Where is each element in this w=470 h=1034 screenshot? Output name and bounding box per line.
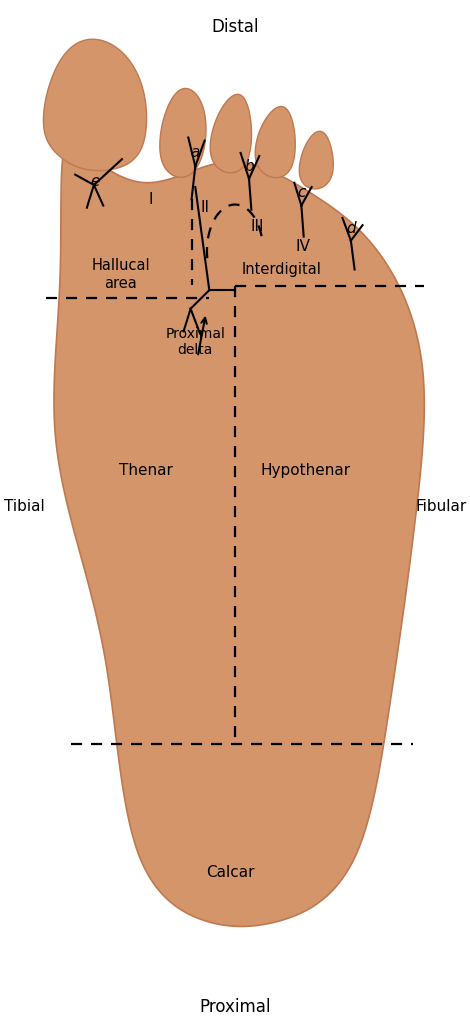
Text: b: b <box>244 159 254 174</box>
Polygon shape <box>43 39 147 171</box>
Text: Proximal
delta: Proximal delta <box>165 327 225 357</box>
Text: III: III <box>251 219 264 234</box>
Text: Interdigital: Interdigital <box>242 262 321 277</box>
Polygon shape <box>160 89 206 177</box>
Polygon shape <box>54 144 424 926</box>
Text: IV: IV <box>295 239 310 254</box>
Polygon shape <box>299 131 333 189</box>
Text: Hypothenar: Hypothenar <box>260 463 350 478</box>
Text: I: I <box>149 192 153 207</box>
Text: Thenar: Thenar <box>119 463 173 478</box>
Text: Tibial: Tibial <box>4 499 45 514</box>
Text: e: e <box>90 175 100 189</box>
Text: II: II <box>200 201 209 215</box>
Polygon shape <box>210 94 251 173</box>
Text: Fibular: Fibular <box>415 499 466 514</box>
Text: Distal: Distal <box>211 18 259 36</box>
Text: d: d <box>346 220 356 236</box>
Text: Hallucal
area: Hallucal area <box>91 258 150 291</box>
Text: c: c <box>297 185 306 200</box>
Text: Calcar: Calcar <box>206 865 255 880</box>
Polygon shape <box>255 107 295 178</box>
Text: a: a <box>191 146 200 160</box>
Text: Proximal: Proximal <box>199 998 271 1016</box>
